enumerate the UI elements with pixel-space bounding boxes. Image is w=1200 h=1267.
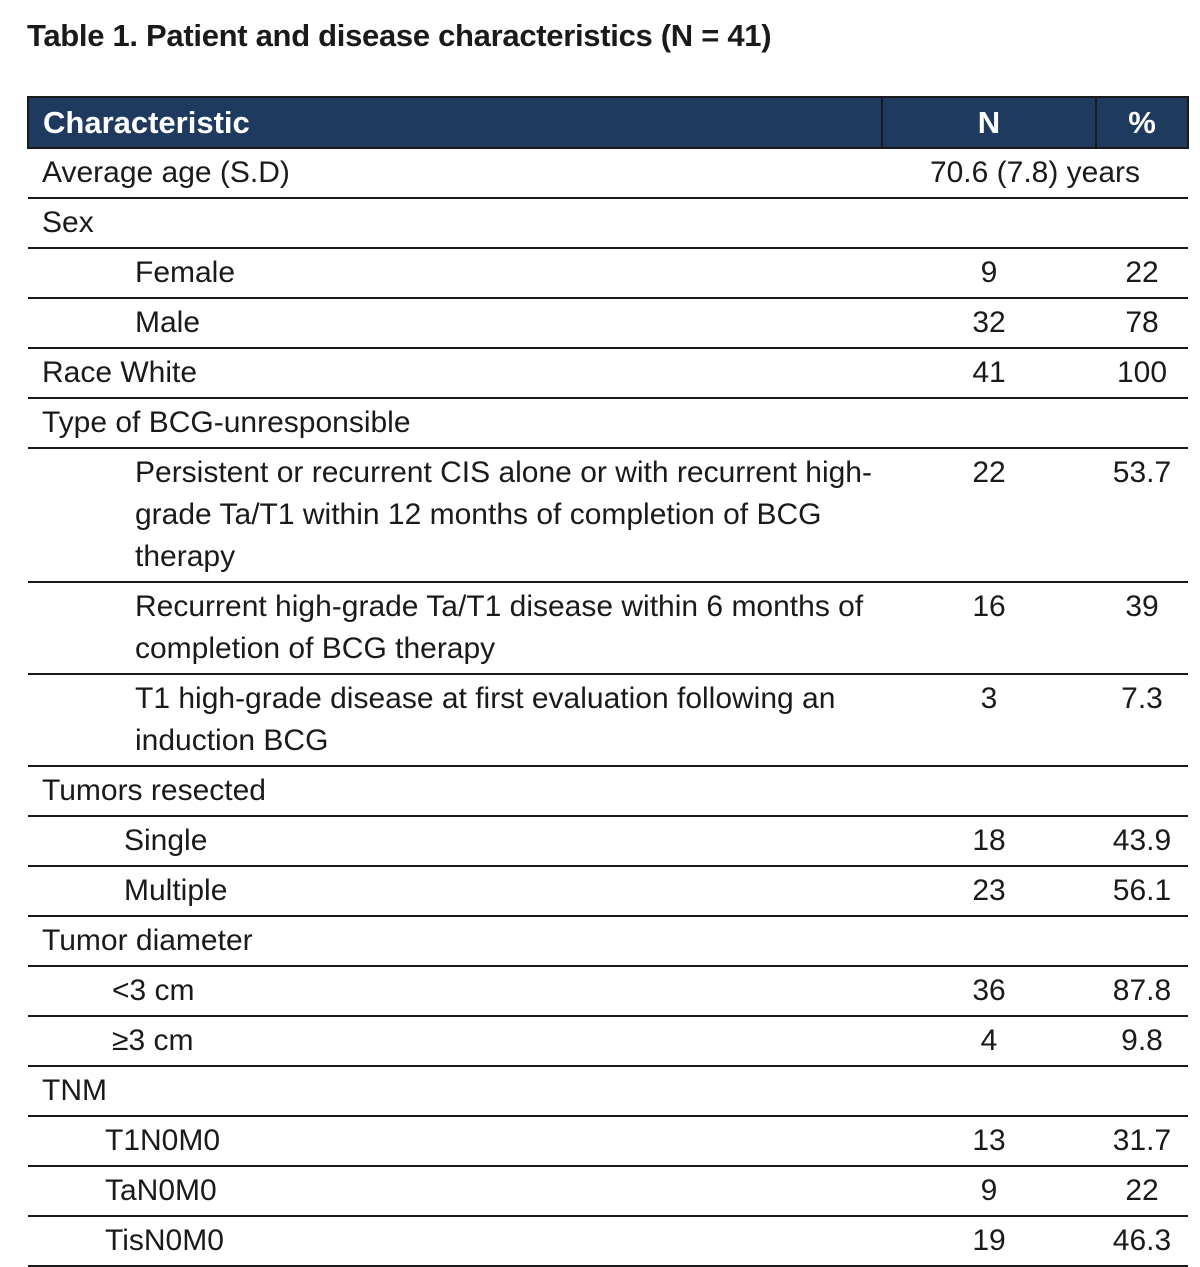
row-percent: 22 [1096, 248, 1188, 299]
row-n: 36 [882, 966, 1096, 1017]
table-row: T1N0M0 13 31.7 [28, 1116, 1188, 1167]
row-label: Race White [28, 348, 882, 399]
row-label: Multiple [28, 866, 882, 917]
row-percent [1096, 766, 1188, 817]
row-n: 3 [882, 674, 1096, 767]
table-row: Multiple 23 56.1 [28, 866, 1188, 917]
row-n [882, 916, 1096, 967]
row-n: 16 [882, 582, 1096, 675]
row-n [882, 766, 1096, 817]
table-title: Table 1. Patient and disease characteris… [27, 18, 772, 53]
table-row: TisN0M0 19 46.3 [28, 1216, 1188, 1267]
row-percent: 46.3 [1096, 1216, 1188, 1267]
table-row: Type of BCG-unresponsible [28, 398, 1188, 449]
row-percent: 9.8 [1096, 1016, 1188, 1067]
table-row: Single 18 43.9 [28, 816, 1188, 867]
table-row: TNM [28, 1066, 1188, 1117]
table-row: Male 32 78 [28, 298, 1188, 349]
table-row: Sex [28, 198, 1188, 249]
table-row: Recurrent high-grade Ta/T1 disease withi… [28, 582, 1188, 675]
row-label: Female [28, 248, 882, 299]
row-label: Type of BCG-unresponsible [28, 398, 882, 449]
row-label-text: Recurrent high-grade Ta/T1 disease withi… [135, 590, 864, 665]
column-header-percent: % [1095, 96, 1189, 149]
row-label: Persistent or recurrent CIS alone or wit… [28, 448, 882, 583]
row-label: Sex [28, 198, 882, 249]
row-percent [1096, 916, 1188, 967]
row-percent [1096, 398, 1188, 449]
row-label: TaN0M0 [28, 1166, 882, 1217]
table-row: Tumor diameter [28, 916, 1188, 967]
row-label: T1N0M0 [28, 1116, 882, 1167]
row-label: Recurrent high-grade Ta/T1 disease withi… [28, 582, 882, 675]
row-percent: 78 [1096, 298, 1188, 349]
table-row: Persistent or recurrent CIS alone or wit… [28, 448, 1188, 583]
row-n: 23 [882, 866, 1096, 917]
characteristics-table: Characteristic N % Average age (S.D) 70.… [27, 96, 1189, 1267]
row-label-text: Persistent or recurrent CIS alone or wit… [135, 456, 872, 573]
table-row: Female 9 22 [28, 248, 1188, 299]
row-n [882, 398, 1096, 449]
row-n: 4 [882, 1016, 1096, 1067]
table-row: Race White 41 100 [28, 348, 1188, 399]
table-row: Average age (S.D) 70.6 (7.8) years [28, 148, 1188, 199]
row-n: 9 [882, 248, 1096, 299]
row-label: <3 cm [28, 966, 882, 1017]
row-n: 41 [882, 348, 1096, 399]
row-n: 9 [882, 1166, 1096, 1217]
row-label-text: T1 high-grade disease at first evaluatio… [135, 682, 836, 757]
column-header-n: N [881, 96, 1097, 149]
table-row: TaN0M0 9 22 [28, 1166, 1188, 1217]
row-percent: 56.1 [1096, 866, 1188, 917]
table-header-row: Characteristic N % [27, 96, 1189, 149]
row-label: Male [28, 298, 882, 349]
table-row: <3 cm 36 87.8 [28, 966, 1188, 1017]
row-n: 32 [882, 298, 1096, 349]
row-percent: 100 [1096, 348, 1188, 399]
row-percent [1096, 198, 1188, 249]
row-label: TNM [28, 1066, 882, 1117]
row-n [882, 198, 1096, 249]
column-header-characteristic: Characteristic [27, 96, 883, 149]
row-label: T1 high-grade disease at first evaluatio… [28, 674, 882, 767]
row-n: 19 [882, 1216, 1096, 1267]
row-label: TisN0M0 [28, 1216, 882, 1267]
row-percent: 43.9 [1096, 816, 1188, 867]
row-percent: 22 [1096, 1166, 1188, 1217]
row-percent: 53.7 [1096, 448, 1188, 583]
row-percent: 87.8 [1096, 966, 1188, 1017]
row-percent: 31.7 [1096, 1116, 1188, 1167]
row-label: Single [28, 816, 882, 867]
table-row: T1 high-grade disease at first evaluatio… [28, 674, 1188, 767]
row-n [882, 1066, 1096, 1117]
row-n: 18 [882, 816, 1096, 867]
row-label: Average age (S.D) [28, 148, 882, 199]
row-n: 22 [882, 448, 1096, 583]
row-label: Tumor diameter [28, 916, 882, 967]
table-row: ≥3 cm 4 9.8 [28, 1016, 1188, 1067]
row-percent: 7.3 [1096, 674, 1188, 767]
row-n: 13 [882, 1116, 1096, 1167]
row-percent [1096, 1066, 1188, 1117]
table-row: Tumors resected [28, 766, 1188, 817]
row-value: 70.6 (7.8) years [882, 148, 1188, 199]
row-label: ≥3 cm [28, 1016, 882, 1067]
row-label: Tumors resected [28, 766, 882, 817]
row-percent: 39 [1096, 582, 1188, 675]
